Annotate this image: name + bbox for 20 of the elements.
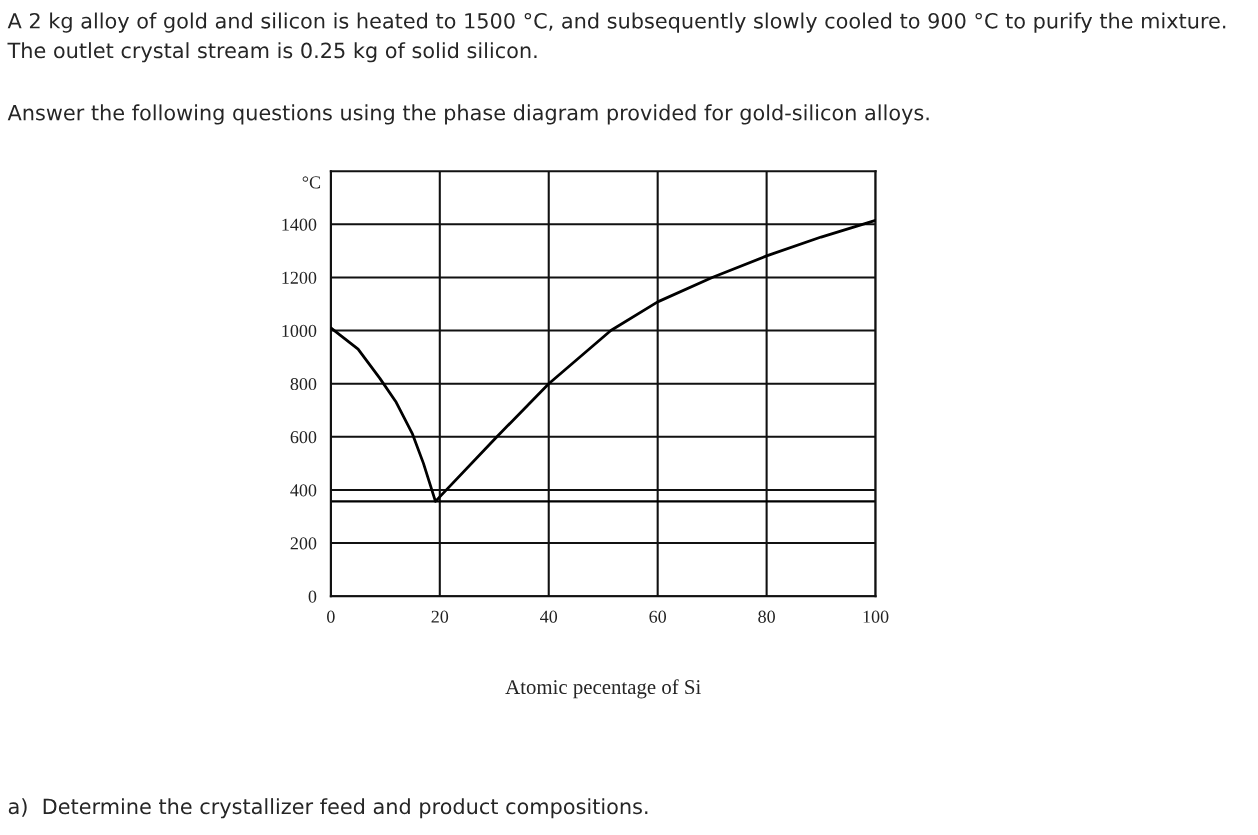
y-tick-label: 1200 [282,271,317,284]
y-tick-label: 1000 [282,324,317,337]
x-tick-label: 80 [758,610,775,623]
x-tick-label: 60 [649,610,667,623]
line-series [330,218,876,503]
text: a) Determine the crystallizer feed and product compositions. [8,798,648,819]
y-axis-title: °C [302,176,321,189]
x-tick-label: 40 [540,610,558,623]
x-tick-label: 20 [431,610,449,623]
x-tick-label: 0 [327,610,335,623]
x-tick-label: 100 [863,610,889,623]
y-tick-label: 600 [290,431,317,444]
y-tick-label: 800 [290,377,317,391]
y-tick-label: 0 [308,590,317,603]
chart-title: A 2 kg alloy of gold and silicon is heated to 1500 °C, and subsequently slowly cooled to 900 °C to purify the mixture. The outlet crystal stream is 0.25 kg of solid silicon. [7,12,1226,63]
chart-subtitle: Answer the following questions using the phase diagram provided for gold-silicon alloys. [7,104,929,125]
y-tick-label: 200 [290,537,317,550]
y-tick-label: 1400 [282,218,317,231]
x-axis-title: Atomic pecentage of Si [505,679,701,699]
y-tick-label: 400 [290,484,317,497]
